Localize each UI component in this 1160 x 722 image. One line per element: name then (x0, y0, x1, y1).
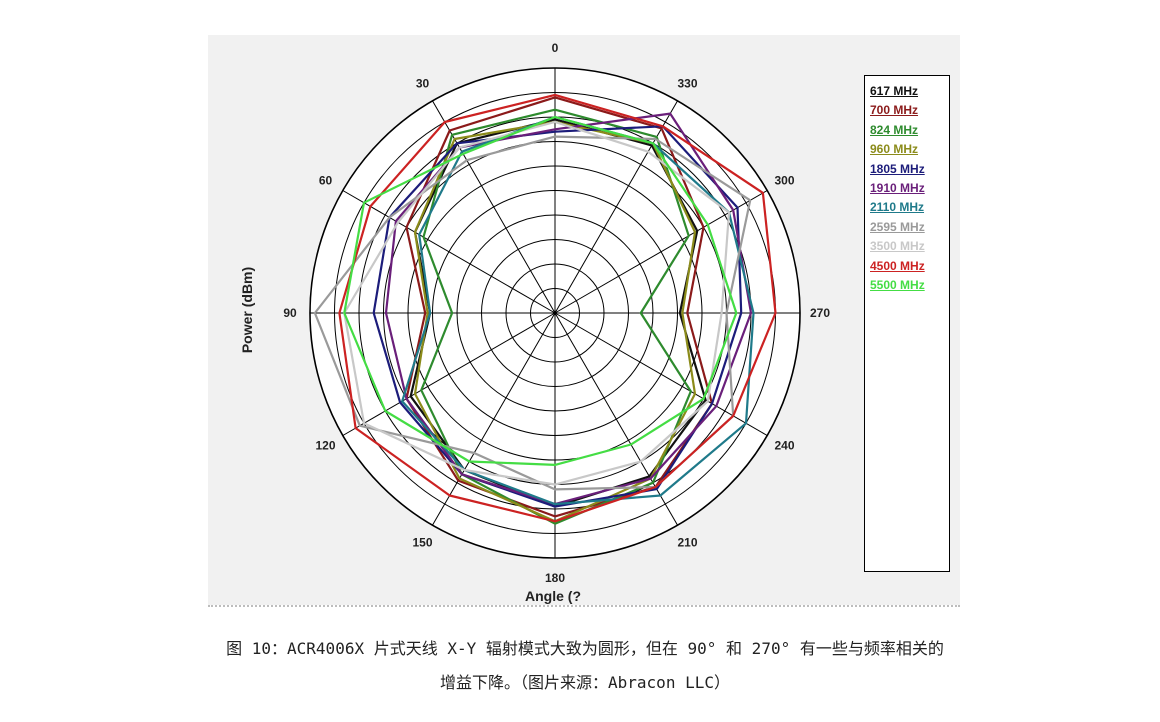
grid-spoke (554, 190, 768, 314)
legend-item: 824 MHz (870, 122, 919, 137)
angle-tick-label: 300 (774, 174, 794, 188)
caption-line-1: 图 10：ACR4006X 片式天线 X-Y 辐射模式大致为圆形，但在 90° … (226, 639, 944, 658)
polar-chart: 0 30 60 90 120 150 180 210 240 270 300 330 Power (d… (239, 41, 830, 604)
angle-tick-label: 0 (552, 41, 559, 55)
grid-spoke (432, 100, 556, 314)
figure-caption: 图 10：ACR4006X 片式天线 X-Y 辐射模式大致为圆形，但在 90° … (160, 632, 1010, 700)
series-2595-mhz (313, 135, 752, 491)
angle-tick-label: 240 (774, 439, 794, 453)
series-4500-mhz (338, 93, 777, 523)
angle-tick-label: 60 (319, 174, 333, 188)
legend-item: 3500 MHz (870, 239, 925, 254)
series-700-mhz (405, 96, 714, 518)
angle-tick-label: 120 (315, 439, 335, 453)
legend-item: 4500 MHz (870, 258, 925, 273)
angle-tick-label: 270 (810, 306, 830, 320)
grid-spoke (432, 312, 556, 526)
legend-item: 617 MHz (870, 84, 919, 98)
angle-tick-label: 210 (677, 536, 697, 550)
legend-item: 2595 MHz (870, 219, 925, 234)
angle-tick-label: 150 (412, 536, 432, 550)
figure-bottom-rule (208, 605, 960, 607)
angle-tick-labels: 0 30 60 90 120 150 180 210 240 270 300 330 (283, 41, 830, 585)
grid-spoke (554, 312, 768, 436)
series-5500-mhz (343, 115, 738, 466)
legend: 617 MHz 700 MHz 824 MHz 960 MHz 1805 MHz 1910… (864, 75, 950, 572)
angle-tick-label: 330 (677, 77, 697, 91)
series-layer (313, 93, 777, 525)
legend-item: 1910 MHz (870, 181, 925, 196)
y-axis-title: Power (dBm) (239, 267, 255, 353)
grid-spoke (342, 312, 556, 436)
angle-tick-label: 90 (283, 306, 297, 320)
series-824-mhz (420, 108, 692, 525)
angle-tick-label: 180 (545, 571, 565, 585)
grid-spoke (342, 190, 556, 314)
legend-item: 2110 MHz (870, 200, 925, 215)
caption-line-2: 增益下降。（图片来源：Abracon LLC） (440, 673, 730, 692)
legend-item: 1805 MHz (870, 161, 925, 176)
series-3500-mhz (343, 120, 731, 486)
legend-item: 5500 MHz (870, 278, 925, 293)
angle-tick-label: 30 (416, 77, 430, 91)
x-axis-title: Angle (? (525, 588, 581, 604)
legend-item: 700 MHz (870, 103, 919, 118)
legend-item: 960 MHz (870, 142, 919, 157)
